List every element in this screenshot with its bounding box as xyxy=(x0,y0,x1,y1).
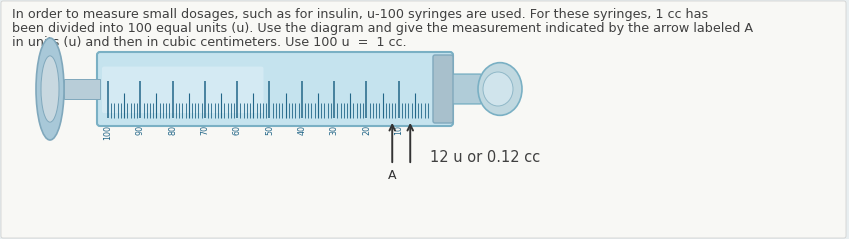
Ellipse shape xyxy=(41,56,59,122)
Text: been divided into 100 equal units (u). Use the diagram and give the measurement : been divided into 100 equal units (u). U… xyxy=(12,22,753,35)
FancyBboxPatch shape xyxy=(97,52,453,126)
Bar xyxy=(64,80,100,98)
Text: 10: 10 xyxy=(394,125,403,135)
Ellipse shape xyxy=(483,72,513,106)
Text: 40: 40 xyxy=(297,125,306,135)
FancyBboxPatch shape xyxy=(433,55,453,123)
Text: A: A xyxy=(388,169,396,182)
Text: in units (u) and then in cubic centimeters. Use 100 u  =  1 cc.: in units (u) and then in cubic centimete… xyxy=(12,36,407,49)
Text: 90: 90 xyxy=(136,125,145,135)
Text: 12 u or 0.12 cc: 12 u or 0.12 cc xyxy=(430,150,541,164)
Text: 100: 100 xyxy=(104,125,113,140)
Text: 30: 30 xyxy=(329,125,339,135)
FancyBboxPatch shape xyxy=(450,74,482,104)
Ellipse shape xyxy=(36,38,64,140)
Text: 20: 20 xyxy=(362,125,371,135)
Ellipse shape xyxy=(478,63,522,115)
Text: 80: 80 xyxy=(168,125,177,135)
Text: 70: 70 xyxy=(200,125,210,135)
Text: In order to measure small dosages, such as for insulin, u-100 syringes are used.: In order to measure small dosages, such … xyxy=(12,8,708,21)
Text: 50: 50 xyxy=(265,125,274,135)
FancyBboxPatch shape xyxy=(102,67,263,113)
Text: 60: 60 xyxy=(233,125,242,135)
